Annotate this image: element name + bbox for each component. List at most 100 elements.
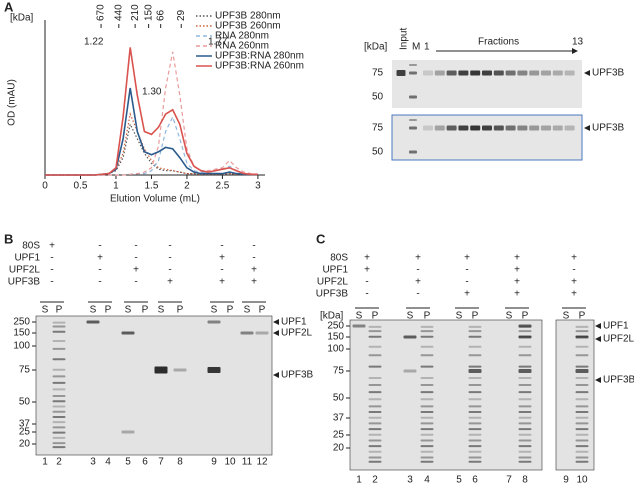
fractions-label: Fractions <box>478 37 519 48</box>
condition-sign: + <box>364 265 370 276</box>
lane-header: S <box>356 311 363 322</box>
gel-band <box>518 398 532 401</box>
gel-band <box>518 365 532 368</box>
gel-band <box>575 422 589 425</box>
condition-label: UPF2L <box>9 265 41 276</box>
gel-band <box>52 368 66 371</box>
gel-band <box>468 416 482 419</box>
gel-band <box>368 405 382 408</box>
gel-band <box>52 400 66 403</box>
marker-label: 25 <box>333 430 345 441</box>
condition-sign: + <box>97 253 103 264</box>
gel-band <box>396 70 406 76</box>
condition-sign: - <box>365 289 368 300</box>
arrow-head <box>595 323 601 329</box>
gel-band <box>368 325 382 328</box>
gel-band <box>468 384 482 387</box>
gel-band <box>518 450 532 453</box>
condition-label: UPF3B <box>8 277 41 288</box>
lane-number: 1 <box>42 457 48 468</box>
marker-label: 75 <box>19 365 31 376</box>
gel-band <box>575 335 589 339</box>
gel-band <box>518 405 532 408</box>
gel-band <box>458 70 469 76</box>
arrow-head <box>572 48 578 54</box>
gel-band <box>409 64 417 66</box>
condition-sign: - <box>572 265 575 276</box>
gel-band <box>420 325 434 328</box>
gel-band <box>121 430 135 434</box>
gel-band <box>518 456 532 459</box>
gel-band <box>409 119 417 121</box>
gel-band <box>575 433 589 436</box>
legend-label: UPF3B 260nm <box>215 21 281 32</box>
gel-band <box>575 450 589 453</box>
gel-band <box>575 391 589 394</box>
gel-band <box>468 439 482 442</box>
gel-band <box>468 398 482 401</box>
gel-band <box>575 456 589 459</box>
panel-label: B <box>4 231 13 246</box>
gel <box>555 319 595 471</box>
gel-band <box>575 325 589 328</box>
gel-band <box>52 375 66 378</box>
lane-label: 1 <box>424 42 430 53</box>
gel-band <box>368 335 382 338</box>
gel-band <box>575 384 589 387</box>
gel-band <box>575 398 589 401</box>
protein-label: UPF3B <box>281 370 314 381</box>
condition-sign: + <box>133 265 139 276</box>
condition-sign: + <box>364 253 370 264</box>
condition-label: UPF1 <box>14 253 40 264</box>
y-axis-label: OD (mAU) <box>7 79 18 126</box>
gel <box>392 60 582 108</box>
lane-header: P <box>259 305 266 316</box>
lane-header: P <box>227 305 234 316</box>
peak-annotation: 1.30 <box>142 87 162 98</box>
gel-band <box>575 405 589 408</box>
gel-band <box>173 368 187 372</box>
gel-band <box>575 445 589 448</box>
condition-sign: - <box>50 277 53 288</box>
gel-band <box>409 71 417 75</box>
condition-sign: + <box>219 253 225 264</box>
condition-sign: - <box>168 265 171 276</box>
gel-band <box>468 460 482 463</box>
gel-band <box>368 398 382 401</box>
lane-number: 4 <box>105 457 111 468</box>
arrow-head <box>273 372 279 378</box>
gel-band <box>420 433 434 436</box>
gel-band <box>468 391 482 394</box>
gel-band <box>517 70 528 76</box>
lane-label: 13 <box>572 37 584 48</box>
lane-header: S <box>158 305 165 316</box>
gel-band <box>518 330 532 333</box>
gel-band <box>420 428 434 431</box>
condition-sign: + <box>219 277 225 288</box>
marker-label: 37 <box>19 419 31 430</box>
gel-band <box>420 411 434 414</box>
gel-band <box>52 410 66 413</box>
gel-band <box>529 70 540 76</box>
marker-label: 20 <box>333 443 345 454</box>
gel-band <box>518 428 532 431</box>
gel-band <box>493 125 504 131</box>
gel-band <box>52 446 66 449</box>
gel-band <box>368 345 382 348</box>
lane-header: P <box>522 311 529 322</box>
gel <box>35 315 273 456</box>
lane-header: P <box>142 305 149 316</box>
gel-band <box>368 445 382 448</box>
gel-band <box>518 345 532 348</box>
x-tick-label: 0.5 <box>74 181 88 192</box>
gel-band <box>470 70 481 76</box>
protein-label: UPF1 <box>603 321 629 332</box>
peak-annotation: 1.22 <box>84 37 104 48</box>
protein-label: UPF2L <box>281 328 313 339</box>
lane-number: 6 <box>472 475 478 486</box>
x-tick-label: 0 <box>42 181 48 192</box>
gel-band <box>52 431 66 434</box>
lane-number: 5 <box>456 475 462 486</box>
gel-band <box>420 384 434 387</box>
